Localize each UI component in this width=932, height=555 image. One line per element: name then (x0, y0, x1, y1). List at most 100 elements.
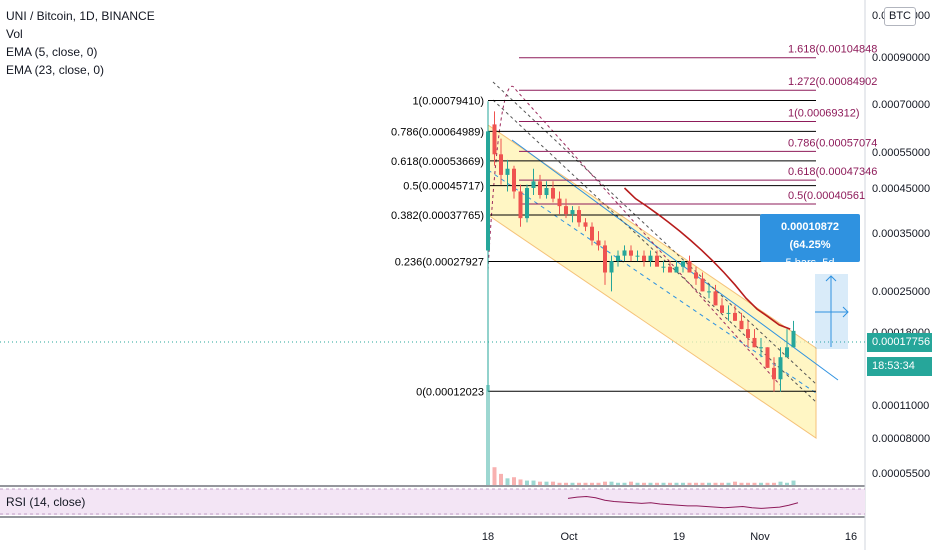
fib-level-label: 0.618(0.00053669) (391, 156, 484, 168)
volume-bar (752, 482, 757, 485)
time-axis-label: Nov (750, 531, 770, 543)
time-axis-label: 18 (482, 531, 494, 543)
candle-body (700, 278, 705, 292)
fib-extension-right: 1.618(0.00104848 1.272(0.00084902 1(0.0006… (519, 44, 877, 205)
candle-body (772, 367, 776, 380)
candle-body (726, 312, 731, 314)
candle-body (564, 206, 568, 215)
time-axis-label: Oct (560, 531, 577, 543)
measure-label: 0.00010872 (64.25% 5 bars, 5d (760, 214, 860, 269)
fib-retracement-left: 1(0.00079410) 0.786(0.00064989) 0.618(0.00… (391, 96, 816, 398)
legend: UNI / Bitcoin, 1D, BINANCE Vol EMA (5, c… (6, 7, 155, 79)
volume-bar (733, 481, 737, 485)
volume-bar (629, 481, 633, 485)
rsi-line (567, 495, 799, 509)
candle-body (531, 181, 536, 188)
price-axis-label: 0.00070000 (872, 99, 930, 111)
candle-body (752, 337, 757, 348)
candle-body (648, 255, 653, 262)
candle-body (642, 255, 646, 262)
volume-bar (648, 482, 653, 485)
candle-body (609, 261, 614, 273)
volume-bar (759, 482, 763, 485)
candle-body (551, 188, 555, 199)
volume-bar (635, 482, 640, 485)
candle-body (765, 347, 770, 368)
price-axis-label: 0.00045000 (872, 183, 930, 195)
candle-body (596, 240, 601, 246)
volume-bar (739, 482, 744, 485)
candle-body (505, 168, 510, 175)
last-price-tag: 0.00017756 (867, 333, 932, 352)
volume-bar (622, 482, 627, 485)
candle-body (603, 245, 607, 273)
candle-body (538, 181, 542, 196)
volume-bar (570, 482, 575, 485)
volume-bar (785, 482, 789, 485)
volume-bar (726, 482, 731, 485)
candle-body (486, 131, 490, 251)
fib-level-label: 0.5(0.00045717) (403, 181, 484, 193)
volume-bar (700, 482, 705, 485)
volume-bar (492, 467, 497, 485)
candle-body (557, 198, 562, 207)
volume-bar (616, 482, 620, 485)
candle-body (544, 188, 549, 196)
volume-bar (590, 482, 594, 485)
volume-bar (557, 482, 562, 485)
candle-body (655, 255, 659, 267)
time-axis[interactable]: 18 Oct 19 Nov 16 (482, 531, 857, 543)
measure-change: 0.00010872 (64.25% (780, 221, 840, 251)
price-axis-label: 0.00005500 (872, 468, 930, 480)
ema-lines (623, 187, 791, 330)
candle-body (681, 261, 685, 267)
candle-body (661, 266, 666, 268)
dashed-curve (487, 85, 781, 386)
rsi-label[interactable]: RSI (14, close) (6, 495, 86, 509)
volume-bar (596, 482, 601, 485)
volume-bar (778, 481, 783, 485)
candle-body (518, 191, 523, 219)
legend-ema-fast[interactable]: EMA (5, close, 0) (6, 45, 98, 59)
volume-bar (603, 481, 607, 485)
fib-ext-label: 1.272(0.00084902 (788, 76, 877, 88)
candle-body (525, 188, 529, 219)
volume-bar (687, 482, 692, 485)
legend-volume[interactable]: Vol (6, 27, 23, 41)
volume-bar (505, 478, 510, 485)
volume-bar (765, 482, 770, 485)
candles (486, 101, 796, 392)
price-axis-label: 0.00055000 (872, 147, 930, 159)
time-axis-label: 16 (845, 531, 857, 543)
currency-badge[interactable]: BTC (884, 7, 916, 26)
volume-bar (694, 482, 698, 485)
legend-ema-slow[interactable]: EMA (23, close, 0) (6, 63, 105, 77)
candle-body (570, 210, 575, 215)
candle-body (616, 255, 620, 262)
candle-body (635, 255, 640, 257)
volume-bar (681, 482, 685, 485)
volume-bar (746, 482, 750, 485)
candle-body (759, 347, 763, 349)
volume-bar (577, 482, 581, 485)
volume-bar (499, 473, 503, 485)
fib-ext-label: 1.618(0.00104848 (788, 44, 877, 56)
rsi-polyline (567, 495, 799, 509)
fib-level-label: 1(0.00079410) (412, 96, 484, 108)
volume-bar (642, 482, 646, 485)
candle-body (577, 210, 581, 223)
candle-body (590, 226, 594, 241)
candle-body (739, 320, 744, 330)
legend-symbol[interactable]: UNI / Bitcoin, 1D, BINANCE (6, 9, 155, 23)
fib-level-label: 0.236(0.00027927 (395, 256, 484, 268)
dashed-line-1 (492, 81, 817, 385)
volume-bar (544, 481, 549, 485)
candle-body (791, 330, 796, 348)
volume-bar (720, 482, 724, 485)
volume-bar (486, 385, 490, 485)
ema-slow-line (623, 187, 791, 330)
volume-bar (518, 479, 523, 485)
volume-bar (668, 482, 672, 485)
time-axis-label: 19 (673, 531, 685, 543)
